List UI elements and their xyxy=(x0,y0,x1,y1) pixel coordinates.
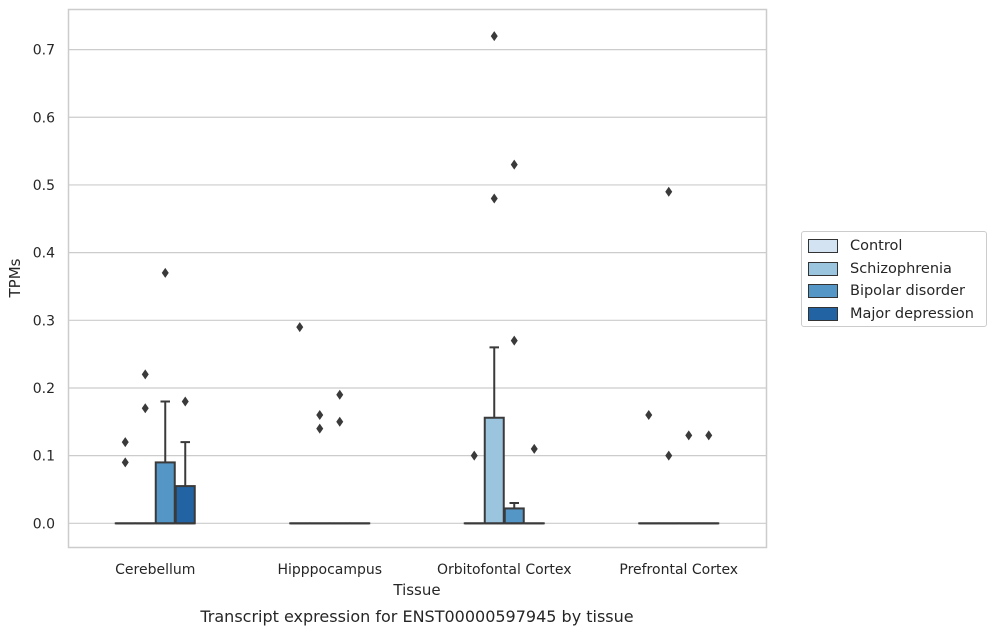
outlier-point xyxy=(685,430,693,441)
box-group xyxy=(154,400,176,525)
x-tick-label: Prefrontal Cortex xyxy=(619,562,738,578)
y-tick-label: 0.5 xyxy=(33,178,55,194)
outlier-point xyxy=(705,430,713,441)
outlier-point xyxy=(665,186,673,197)
legend-label: Schizophrenia xyxy=(850,260,952,277)
outlier-point xyxy=(470,450,478,461)
x-tick-label: Hipppocampus xyxy=(277,562,382,578)
y-tick-label: 0.1 xyxy=(33,449,55,465)
outlier-point xyxy=(181,396,189,407)
legend-swatch xyxy=(808,306,838,321)
outlier-point xyxy=(121,457,129,468)
y-tick-label: 0.4 xyxy=(33,246,55,262)
legend: Control Schizophrenia Bipolar disorder Majo… xyxy=(801,231,987,327)
box-group xyxy=(483,346,505,525)
x-axis-label: Tissue xyxy=(392,581,440,599)
outlier-point xyxy=(490,193,498,204)
outlier-point xyxy=(141,369,149,380)
legend-swatch xyxy=(808,261,838,276)
outlier-point xyxy=(510,159,518,170)
outlier-point xyxy=(161,267,169,278)
outlier-point xyxy=(336,416,344,427)
legend-item: Schizophrenia xyxy=(808,258,986,281)
outlier-point xyxy=(296,322,304,333)
box-group xyxy=(503,502,525,525)
outlier-point xyxy=(316,410,324,421)
chart-caption: Transcript expression for ENST0000059794… xyxy=(199,607,633,626)
outlier-point xyxy=(665,450,673,461)
x-tick-label: Cerebellum xyxy=(115,562,195,578)
outlier-point xyxy=(141,403,149,414)
box-series xyxy=(114,346,720,525)
y-tick-label: 0.6 xyxy=(33,110,55,126)
legend-item: Major depression xyxy=(808,303,986,326)
box-group xyxy=(174,441,196,525)
outlier-point xyxy=(530,443,538,454)
y-tick-label: 0.2 xyxy=(33,381,55,397)
box xyxy=(483,416,505,525)
x-axis-ticks: Cerebellum Hipppocampus Orbitofontal Corte… xyxy=(115,562,738,578)
y-axis-ticks: 0.0 0.1 0.2 0.3 0.4 0.5 0.6 0.7 xyxy=(33,43,55,533)
legend-swatch xyxy=(808,239,838,254)
legend-label: Bipolar disorder xyxy=(850,283,965,300)
outlier-point xyxy=(336,389,344,400)
box xyxy=(154,461,176,525)
y-axis-label: TPMs xyxy=(6,258,24,298)
y-tick-label: 0.3 xyxy=(33,313,55,329)
x-tick-label: Orbitofontal Cortex xyxy=(437,562,572,578)
outlier-point xyxy=(121,437,129,448)
legend-item: Control xyxy=(808,235,986,258)
box xyxy=(174,485,196,525)
legend-label: Major depression xyxy=(850,305,974,322)
y-tick-label: 0.0 xyxy=(33,516,55,532)
legend-label: Control xyxy=(850,238,903,255)
outlier-point xyxy=(316,423,324,434)
y-tick-label: 0.7 xyxy=(33,43,55,59)
outlier-point xyxy=(645,410,653,421)
outlier-point xyxy=(490,31,498,42)
box xyxy=(503,507,525,525)
outlier-points xyxy=(121,31,713,468)
outlier-point xyxy=(510,335,518,346)
legend-swatch xyxy=(808,284,838,299)
legend-item: Bipolar disorder xyxy=(808,280,986,303)
